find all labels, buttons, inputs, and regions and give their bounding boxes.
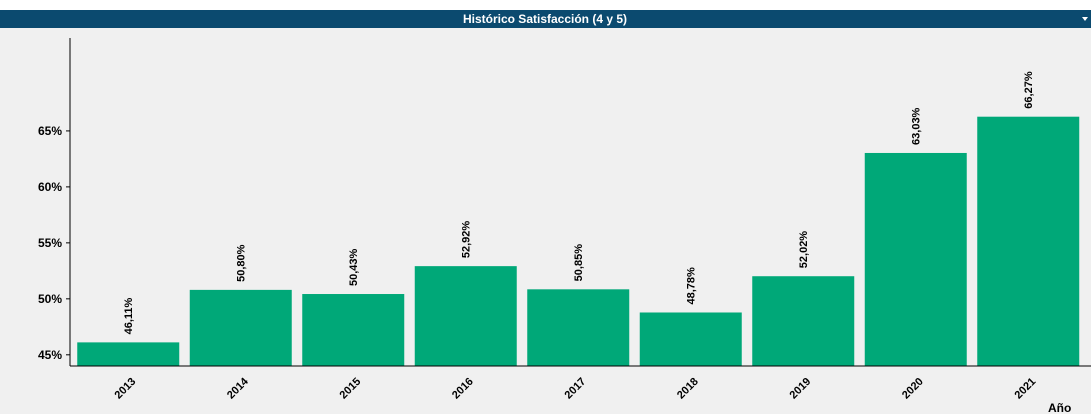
value-label: 66,27% <box>1023 71 1035 109</box>
y-tick-label: 55% <box>38 236 62 250</box>
value-label: 50,85% <box>573 244 585 282</box>
value-label: 46,11% <box>123 297 135 334</box>
y-tick-label: 50% <box>38 292 62 306</box>
bar <box>527 289 630 366</box>
value-label: 50,80% <box>236 244 248 282</box>
value-label: 48,78% <box>686 267 698 305</box>
x-axis-label: Año <box>1048 401 1071 414</box>
y-tick-label: 65% <box>38 124 62 138</box>
y-tick-label: 45% <box>38 348 62 362</box>
bar <box>302 294 405 366</box>
bar <box>639 312 742 366</box>
value-label: 52,02% <box>798 231 810 269</box>
bar <box>77 342 180 366</box>
title-bar <box>0 10 1091 28</box>
bar <box>977 116 1080 367</box>
bar <box>189 289 292 366</box>
value-label: 50,43% <box>348 248 360 286</box>
bar <box>752 276 855 366</box>
chart-title: Histórico Satisfacción (4 y 5) <box>463 12 627 26</box>
value-label: 63,03% <box>911 107 923 145</box>
value-label: 52,92% <box>461 221 473 259</box>
bar <box>414 266 517 366</box>
y-tick-label: 60% <box>38 180 62 194</box>
bar <box>864 152 967 366</box>
menu-arrow[interactable] <box>1082 17 1088 21</box>
